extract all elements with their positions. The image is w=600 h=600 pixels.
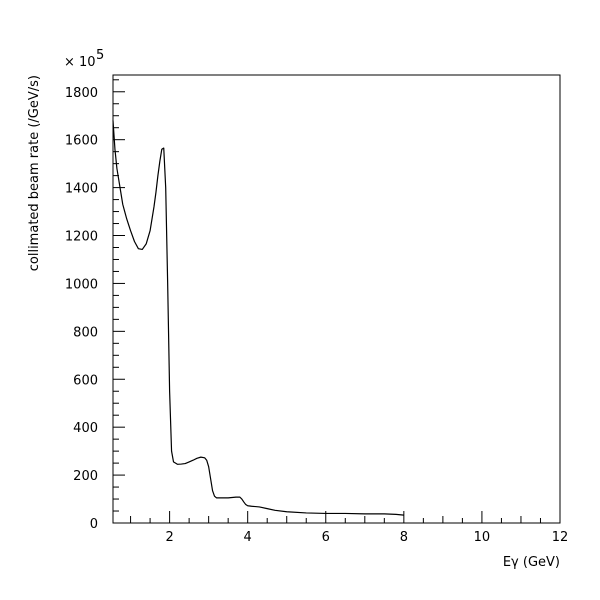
x-tick-label: 12 bbox=[552, 530, 569, 545]
x-axis-title: Eγ (GeV) bbox=[503, 555, 560, 570]
y-tick-label: 1600 bbox=[65, 134, 98, 149]
series-line bbox=[112, 120, 404, 516]
x-tick-label: 2 bbox=[165, 530, 173, 545]
y-tick-label: 1400 bbox=[65, 182, 98, 197]
y-tick-label: 1200 bbox=[65, 230, 98, 245]
x-tick-label: 6 bbox=[322, 530, 330, 545]
y-axis-title: collimated beam rate (/GeV/s) bbox=[27, 75, 42, 271]
x-tick-label: 4 bbox=[244, 530, 252, 545]
y-tick-label: 1000 bbox=[65, 277, 98, 292]
y-tick-label: 0 bbox=[90, 517, 98, 532]
y-tick-label: 200 bbox=[73, 469, 98, 484]
x-tick-label: 10 bbox=[474, 530, 491, 545]
y-tick-label: 400 bbox=[73, 421, 98, 436]
y-tick-label: 1800 bbox=[65, 86, 98, 101]
plot-marks: 2 4 6 8 10 12 0 200 400 600 800 1000 1200 1400 1600 180… bbox=[65, 74, 569, 545]
x-tick-label: 8 bbox=[400, 530, 408, 545]
plot-frame bbox=[112, 74, 561, 524]
y-tick-label: 800 bbox=[73, 325, 98, 340]
y-axis-multiplier: × 10 5 bbox=[64, 48, 104, 70]
y-multiplier-exponent: 5 bbox=[96, 48, 104, 63]
y-tick-label: 600 bbox=[73, 373, 98, 388]
y-multiplier-text: × 10 bbox=[64, 55, 96, 70]
